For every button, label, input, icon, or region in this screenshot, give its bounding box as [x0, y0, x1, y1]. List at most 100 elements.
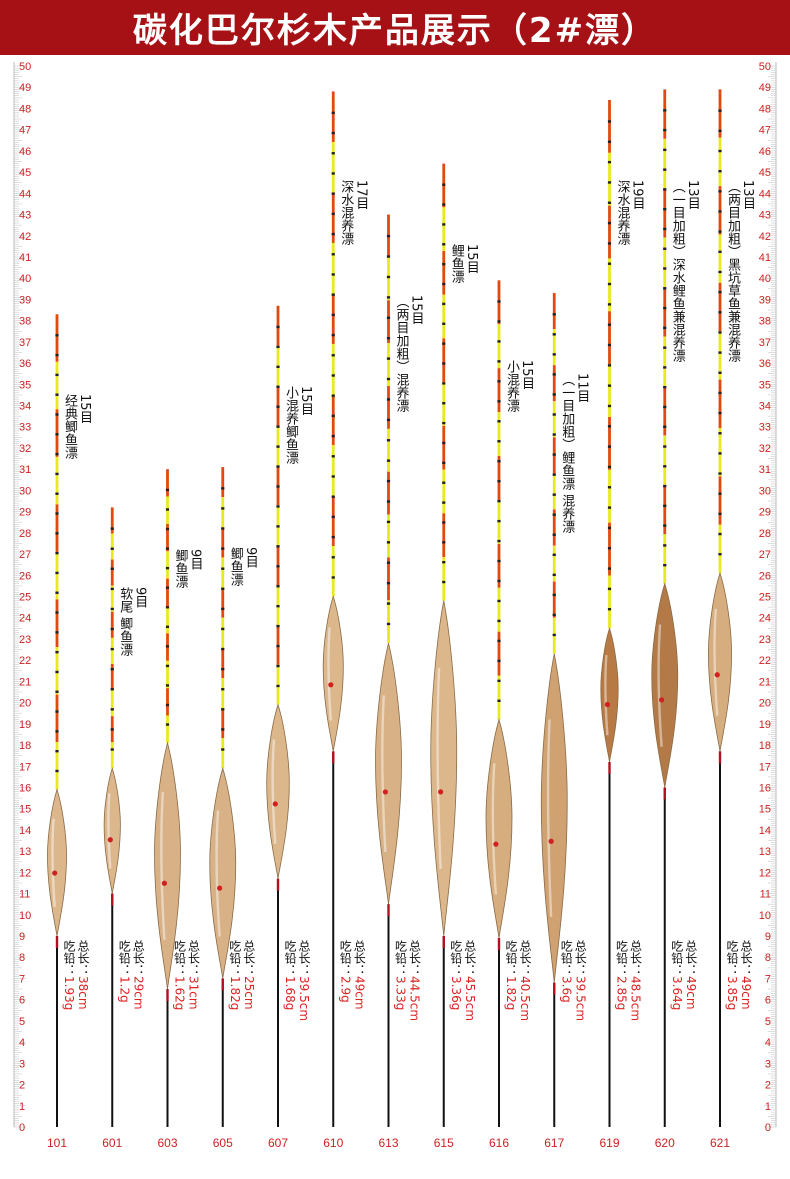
antenna-mark — [607, 282, 612, 286]
length-line: 总长：48.5cm — [629, 940, 643, 1021]
length-value: 48.5cm — [628, 976, 643, 1022]
mesh-count: 15目 — [408, 294, 424, 325]
mesh-count: 13目 — [740, 180, 755, 210]
product-code: 619 — [599, 1136, 619, 1150]
weight-value: 1.2g — [117, 976, 132, 1003]
weight-line: 吃铅：1.62g — [173, 940, 187, 1010]
weight-value: 2.85g — [614, 976, 629, 1011]
antenna-mark — [276, 385, 280, 388]
antenna-mark — [165, 684, 170, 687]
antenna-mark — [386, 255, 391, 258]
antenna-mark — [497, 499, 501, 503]
length-value: 39.5cm — [573, 976, 588, 1022]
ruler-left-label: 7 — [19, 973, 25, 985]
length-label: 总长： — [241, 940, 256, 976]
antenna-band — [608, 205, 611, 259]
body-seal — [52, 870, 58, 876]
ruler-left-label: 11 — [19, 889, 30, 901]
weight-label: 吃铅： — [559, 940, 574, 976]
float-name-label: 13目 （两目加粗）黑坑草鱼兼混养漂 — [725, 180, 755, 362]
float-name: 鲫鱼漂 — [227, 547, 243, 587]
antenna-mark — [331, 333, 335, 337]
antenna-mark — [55, 571, 59, 575]
antenna-band — [608, 152, 611, 206]
antenna-mark — [718, 311, 722, 314]
antenna-mark — [165, 606, 170, 609]
antenna-mark — [276, 365, 280, 369]
antenna-mark — [552, 373, 556, 376]
antenna-mark — [276, 405, 280, 408]
antenna-mark — [607, 445, 612, 448]
antenna-mark — [607, 526, 612, 530]
antenna-band — [221, 557, 225, 588]
antenna-band — [608, 416, 611, 470]
antenna-mark — [276, 604, 280, 608]
ruler-right-label: 18 — [759, 740, 771, 752]
antenna-mark — [276, 664, 280, 668]
ruler-right-label: 38 — [759, 316, 771, 328]
antenna-band — [221, 587, 225, 618]
float-name-label: 9目 软尾 鲫鱼漂 — [117, 587, 147, 656]
antenna-mark — [331, 111, 335, 115]
length-line: 总长：40.5cm — [518, 940, 532, 1021]
antenna-mark — [55, 670, 59, 674]
antenna-band — [387, 514, 390, 558]
antenna-mark — [718, 270, 722, 274]
ruler-left-label: 5 — [19, 1016, 25, 1028]
body-seal — [659, 697, 665, 703]
ruler-right-label: 46 — [759, 146, 771, 158]
length-line: 总长：38cm — [76, 940, 90, 1010]
mesh-count: 9目 — [187, 549, 203, 571]
ruler-right-label: 40 — [759, 273, 771, 285]
weight-value: 2.9g — [338, 976, 353, 1003]
ruler-right-label: 25 — [759, 592, 771, 604]
product-code: 101 — [47, 1136, 67, 1150]
body-seal — [548, 838, 554, 844]
antenna-mark — [552, 433, 556, 436]
ruler-right-label: 14 — [759, 825, 771, 837]
length-value: 49cm — [352, 976, 367, 1010]
antenna-band — [552, 293, 556, 330]
ruler-right-label: 22 — [759, 655, 771, 667]
length-label: 总长： — [518, 940, 532, 976]
antenna-band — [387, 471, 390, 515]
antenna-mark — [718, 552, 722, 556]
antenna-mark — [331, 576, 335, 579]
ruler-right-label: 11 — [760, 889, 771, 901]
antenna-band — [110, 507, 114, 534]
product-code: 605 — [213, 1136, 233, 1150]
antenna-mark — [276, 345, 280, 349]
weight-value: 3.64g — [669, 976, 684, 1011]
length-label: 总长： — [739, 940, 753, 976]
ruler-right-label: 37 — [759, 337, 771, 349]
antenna-mark — [386, 234, 391, 238]
antenna-mark — [663, 524, 667, 527]
length-label: 总长： — [628, 940, 643, 976]
antenna-mark — [55, 631, 59, 634]
antenna-band — [497, 368, 501, 413]
antenna-mark — [55, 413, 59, 416]
antenna-mark — [663, 544, 667, 547]
ruler-right-label: 17 — [759, 761, 771, 773]
antenna-mark — [497, 679, 501, 683]
antenna-band — [221, 708, 225, 739]
antenna-mark — [110, 567, 114, 571]
antenna-mark — [442, 302, 446, 306]
antenna-mark — [497, 380, 501, 383]
antenna-mark — [110, 667, 114, 671]
length-line: 总长：29cm — [131, 940, 145, 1010]
antenna-mark — [663, 267, 667, 270]
float-body — [485, 718, 513, 939]
weight-line: 吃铅：1.82g — [504, 940, 518, 1021]
antenna-mark — [718, 512, 722, 516]
antenna-mark — [165, 566, 170, 570]
antenna-mark — [497, 699, 501, 703]
weight-label: 吃铅： — [62, 940, 76, 976]
float-body — [47, 788, 67, 937]
float-body — [708, 571, 732, 752]
ruler-right-label: 16 — [759, 782, 771, 794]
antenna-mark — [663, 385, 667, 389]
float-body — [651, 582, 679, 788]
product-code: 620 — [655, 1136, 675, 1150]
ruler-left-label: 22 — [19, 655, 31, 667]
